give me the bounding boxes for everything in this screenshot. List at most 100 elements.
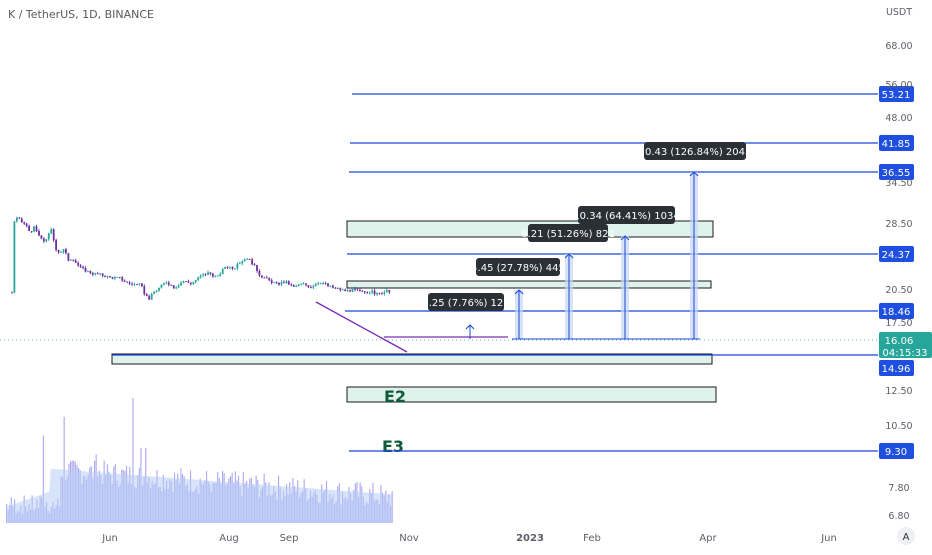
candle-body — [346, 290, 349, 292]
candle-body — [18, 217, 21, 219]
candle-body — [133, 284, 136, 285]
price-tick-label: 48.00 — [885, 113, 912, 124]
target-arrow-head — [465, 324, 475, 330]
time-axis-label: Jun — [101, 533, 118, 544]
target-label-box[interactable] — [428, 293, 504, 311]
candle-body — [236, 263, 239, 269]
auto-scale-button[interactable] — [897, 527, 915, 545]
candle-body — [219, 274, 222, 276]
candle-body — [209, 272, 212, 274]
target-label-box[interactable] — [644, 142, 746, 160]
time-axis-label: Feb — [583, 533, 601, 544]
candle-body — [175, 287, 177, 289]
candle-body — [322, 282, 324, 284]
e2-label: E2 — [384, 387, 406, 406]
candle-body — [373, 290, 376, 295]
candle-body — [160, 284, 163, 288]
candle-body — [11, 292, 13, 294]
candle-body — [307, 285, 310, 287]
candle-body — [297, 284, 300, 287]
candle-body — [74, 260, 77, 263]
candle-body — [69, 259, 72, 261]
volume-bar — [42, 435, 44, 523]
candle-body — [202, 274, 204, 276]
candle-body — [319, 283, 322, 284]
candle-body — [261, 275, 263, 278]
volume-bar — [391, 491, 393, 523]
candle-body — [87, 270, 89, 272]
candle-body — [310, 286, 312, 288]
candle-body — [77, 262, 80, 266]
candle-body — [116, 277, 119, 278]
candle-body — [356, 289, 359, 291]
candle-body — [349, 290, 351, 292]
target-label-box[interactable] — [528, 224, 608, 242]
candle-body — [226, 266, 229, 268]
candle-body — [332, 285, 334, 288]
candle-body — [212, 273, 214, 277]
candle-body — [92, 273, 94, 275]
candle-body — [101, 273, 104, 276]
candle-body — [334, 287, 337, 289]
candle-body — [82, 266, 84, 268]
candle-body — [43, 238, 45, 242]
time-axis-label: Nov — [399, 533, 419, 544]
price-level-badge — [879, 360, 914, 376]
chart-title: K / TetherUS, 1D, BINANCE — [8, 8, 154, 21]
target-label-box[interactable] — [476, 258, 560, 276]
candle-body — [155, 290, 158, 292]
candle-body — [55, 240, 57, 250]
candle-body — [177, 285, 180, 288]
candle-body — [131, 283, 133, 285]
candle-body — [295, 286, 298, 288]
candle-body — [180, 282, 182, 286]
candle-body — [187, 281, 190, 283]
candle-body — [329, 285, 332, 287]
target-label-box[interactable] — [578, 206, 675, 224]
countdown-value: 04:15:33 — [883, 348, 928, 359]
price-level-badge — [879, 443, 914, 459]
price-tick-label: 20.50 — [885, 285, 912, 296]
candle-body — [339, 288, 342, 290]
candle-body — [136, 284, 138, 285]
price-tick-label: 10.50 — [885, 421, 912, 432]
candle-body — [189, 282, 192, 285]
target-label: 4.45 (27.78%) 445 — [471, 263, 565, 274]
target-arrow-head — [689, 171, 699, 177]
price-level-badge — [879, 164, 914, 180]
levels-layer: 53.21 41.85 36.55 24.37 18.46 14.96 9.30 — [0, 86, 914, 459]
candle-body — [89, 270, 92, 274]
candle-body — [30, 231, 33, 232]
e2-zone[interactable] — [346, 386, 717, 403]
candle-body — [111, 277, 114, 279]
target-label: 20.43 (126.84%) 2043 — [639, 147, 752, 158]
price-level-badge — [879, 135, 914, 151]
volume-ma-area — [6, 468, 392, 523]
candle-body — [167, 282, 170, 285]
candle-body — [148, 295, 151, 300]
volume-bar — [132, 398, 134, 523]
candle-body — [33, 226, 35, 232]
price-level-badge — [879, 86, 914, 102]
candle-body — [16, 217, 18, 222]
candle-body — [302, 283, 305, 285]
resistance-zone-lower[interactable] — [346, 280, 712, 289]
candle-body — [354, 288, 356, 290]
candle-body — [150, 293, 153, 300]
candle-body — [366, 292, 369, 293]
candle-body — [246, 259, 249, 260]
time-axis-label: Sep — [280, 533, 299, 544]
support-zone-main[interactable] — [111, 353, 713, 365]
target-label: 10.34 (64.41%) 1034 — [573, 211, 679, 222]
candle-body — [359, 289, 361, 291]
candle-body — [224, 266, 226, 269]
candle-body — [207, 272, 209, 275]
price-level-value: 53.21 — [882, 90, 911, 101]
candle-body — [84, 268, 87, 272]
price-tick-label: 28.50 — [885, 219, 912, 230]
candle-body — [109, 276, 111, 278]
candle-body — [94, 273, 97, 275]
candle-body — [275, 282, 278, 284]
candle-body — [278, 282, 280, 285]
descending-trendline[interactable] — [315, 301, 408, 353]
